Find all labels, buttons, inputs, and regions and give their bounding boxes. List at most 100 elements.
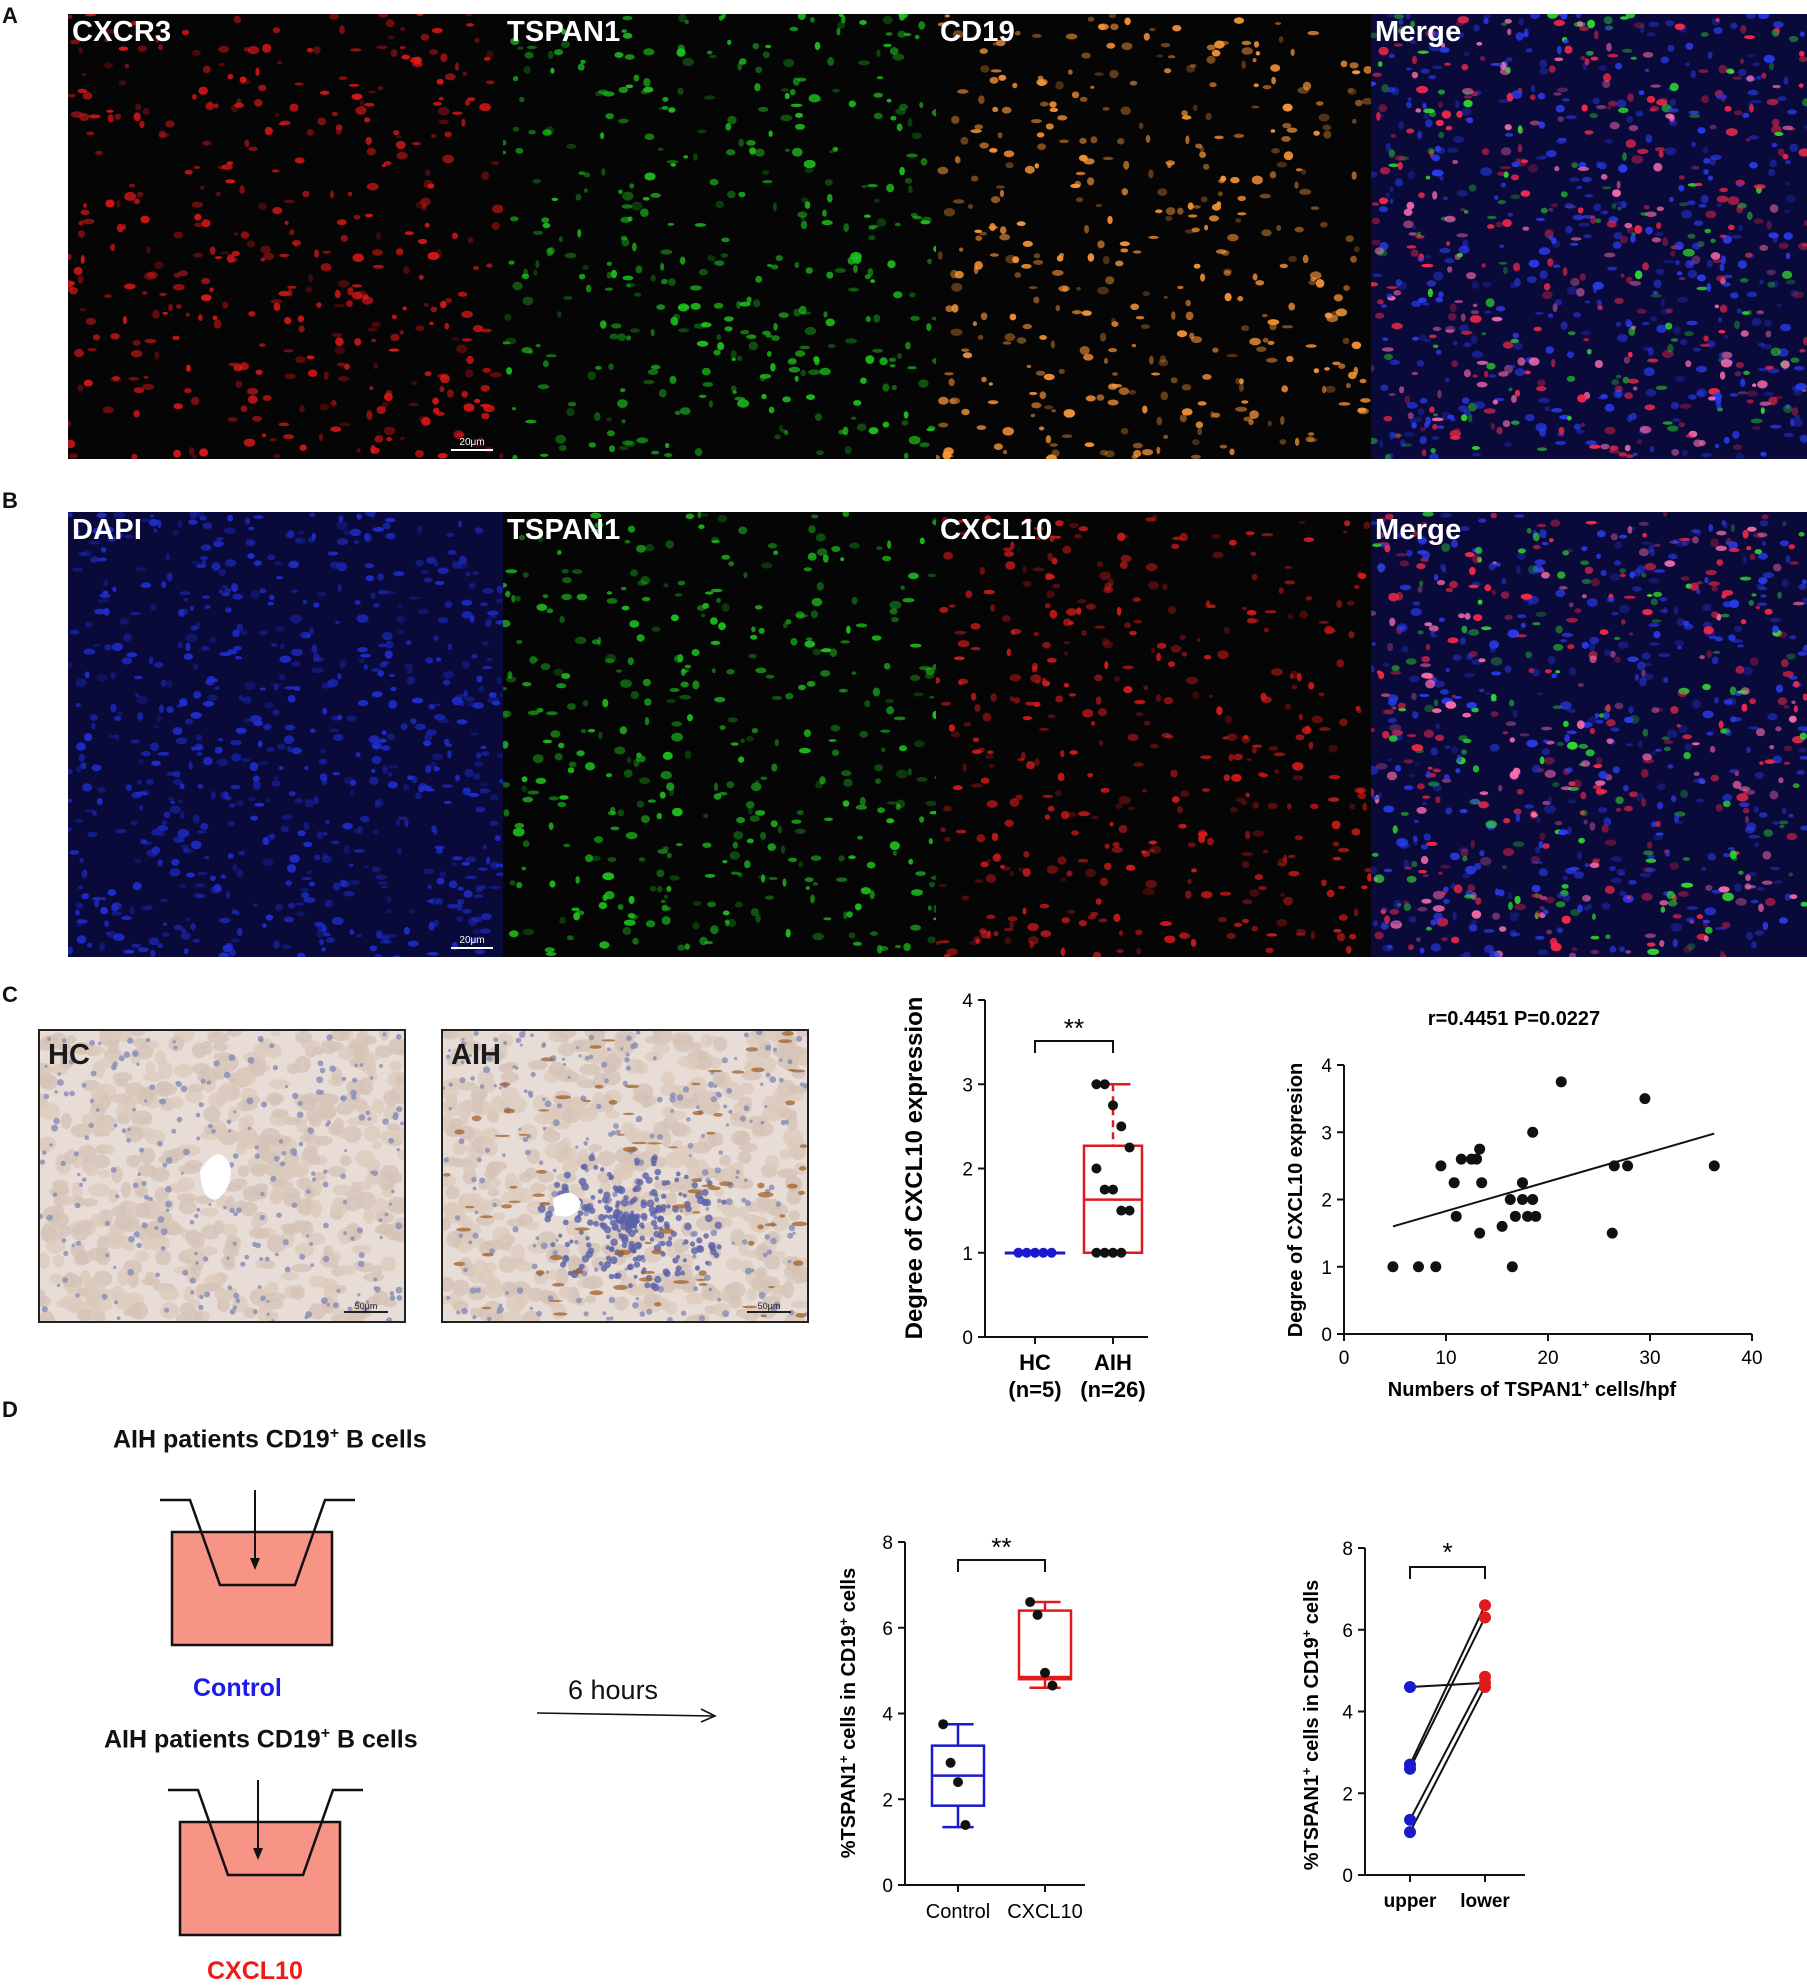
chart-tspan1-paired: 0 2 4 6 8 upper lower * %TSPAN1+ cells in CD19+ … [1299, 1537, 1525, 1912]
y-tick-label: 2 [1321, 1191, 1332, 1212]
y-tick-label: 4 [962, 991, 973, 1012]
micrograph-cxcl10: CXCL10 [936, 512, 1371, 957]
x-tick-label: 20 [1537, 1348, 1558, 1369]
y-axis-label: Degree of CXCL10 expression [901, 997, 928, 1340]
data-point [945, 1757, 956, 1768]
data-point-upper [1404, 1680, 1416, 1693]
micrograph-texture [503, 14, 938, 459]
data-point [1124, 1142, 1135, 1153]
pair-line [1409, 1617, 1486, 1770]
data-point [1435, 1160, 1447, 1172]
data-point [1038, 1247, 1049, 1258]
data-point [1124, 1205, 1135, 1216]
y-tick-label: 1 [1321, 1258, 1332, 1279]
pair-line [1409, 1686, 1486, 1833]
data-point-upper [1404, 1826, 1416, 1839]
cxcl10-label: CXCL10 [207, 1957, 303, 1985]
y-tick-label: 2 [962, 1160, 973, 1181]
data-point [1116, 1121, 1127, 1132]
scale-bar: 20μm [451, 935, 493, 949]
category-sublabel: (n=5) [1008, 1377, 1061, 1402]
channel-label: Merge [1375, 514, 1462, 546]
data-point [1108, 1247, 1118, 1258]
significance-label: ** [991, 1532, 1011, 1562]
y-tick-label: 6 [1342, 1621, 1353, 1642]
data-point [1622, 1160, 1634, 1172]
data-point [1496, 1220, 1508, 1232]
transwell-control [160, 1490, 355, 1647]
data-point [1387, 1261, 1399, 1273]
micrograph-tspan1: TSPAN1 [503, 512, 938, 957]
data-point [1608, 1160, 1620, 1172]
data-point [1455, 1153, 1467, 1165]
data-point [1517, 1177, 1528, 1189]
data-point [1030, 1247, 1040, 1258]
significance-bracket [1034, 1040, 1114, 1053]
channel-label: TSPAN1 [507, 16, 621, 48]
data-point [1474, 1143, 1486, 1155]
ihc-aih-scale-text: 50μm [757, 1301, 781, 1311]
micrograph-texture [68, 512, 503, 957]
channel-label: CXCR3 [72, 16, 172, 48]
channel-label: CD19 [940, 16, 1015, 48]
micrograph-texture [1371, 512, 1807, 957]
data-point [1530, 1210, 1542, 1222]
transwell-cxcl10 [168, 1780, 363, 1937]
y-tick-label: 3 [962, 1075, 973, 1096]
data-point [1522, 1210, 1534, 1222]
micrograph-tspan1: TSPAN1 [503, 14, 938, 459]
micrograph-merge: Merge [1371, 512, 1807, 957]
chart-title: r=0.4451 P=0.0227 [1428, 1008, 1600, 1030]
data-point [1504, 1194, 1516, 1205]
category-label: HC [1019, 1350, 1051, 1375]
micrograph-texture [503, 512, 938, 956]
panel-letter-b: B [2, 488, 18, 513]
category-label: upper [1384, 1891, 1437, 1912]
data-point [1474, 1227, 1486, 1239]
data-point-upper [1404, 1813, 1416, 1826]
arrow-label: 6 hours [568, 1675, 659, 1705]
ihc-aih-scale-bar: 50μm [747, 1301, 791, 1313]
data-point [1471, 1153, 1483, 1165]
data-point [1517, 1194, 1528, 1205]
ihc-hc-scale-bar: 50μm [344, 1301, 388, 1313]
channel-label: CXCL10 [940, 514, 1053, 546]
x-tick-label: 0 [1339, 1348, 1350, 1369]
significance-bracket [1409, 1566, 1486, 1579]
chart-tspan1-boxplot: 0 2 4 6 8 Control CXCL10 ** %TSPAN1+ cells in CD… [836, 1532, 1085, 1923]
y-axis-label: %TSPAN1+ cells in CD19+ cells [1299, 1580, 1324, 1871]
data-point [953, 1777, 963, 1788]
data-point [1099, 1079, 1110, 1090]
data-point [1116, 1247, 1127, 1258]
y-axis-label: %TSPAN1+ cells in CD19+ cells [836, 1568, 861, 1859]
significance-label: ** [1064, 1013, 1084, 1043]
panel-letter-a: A [2, 3, 18, 28]
scale-bar: 20μm [451, 437, 493, 451]
ihc-image-hc: HC 50μm [38, 1029, 406, 1323]
data-point [1476, 1177, 1488, 1189]
y-tick-label: 4 [882, 1705, 893, 1726]
data-point [938, 1719, 949, 1730]
channel-label: Merge [1375, 16, 1462, 48]
data-point [1412, 1261, 1424, 1273]
regression-line [1392, 1132, 1715, 1228]
y-axis-label: Degree of CXCL10 expresion [1285, 1063, 1307, 1338]
data-point-upper [1404, 1762, 1416, 1775]
time-arrow [536, 1708, 717, 1723]
data-point [1708, 1160, 1720, 1172]
data-point-lower [1479, 1670, 1491, 1683]
ihc-hc-scale-text: 50μm [354, 1301, 378, 1311]
data-point [1091, 1247, 1102, 1258]
pair-line [1409, 1604, 1486, 1766]
data-point [1099, 1184, 1110, 1195]
data-point [1046, 1247, 1057, 1258]
ihc-aih-texture [443, 1031, 807, 1321]
schematic-top-title: AIH patients CD19+ B cells [113, 1425, 427, 1454]
data-point [1040, 1667, 1050, 1678]
significance-label: * [1442, 1537, 1452, 1567]
y-tick-label: 4 [1321, 1056, 1332, 1077]
y-tick-label: 4 [1342, 1703, 1353, 1724]
schematic-bottom-title: AIH patients CD19+ B cells [104, 1725, 418, 1754]
category-sublabel: (n=26) [1080, 1377, 1145, 1402]
channel-label: DAPI [72, 514, 143, 546]
